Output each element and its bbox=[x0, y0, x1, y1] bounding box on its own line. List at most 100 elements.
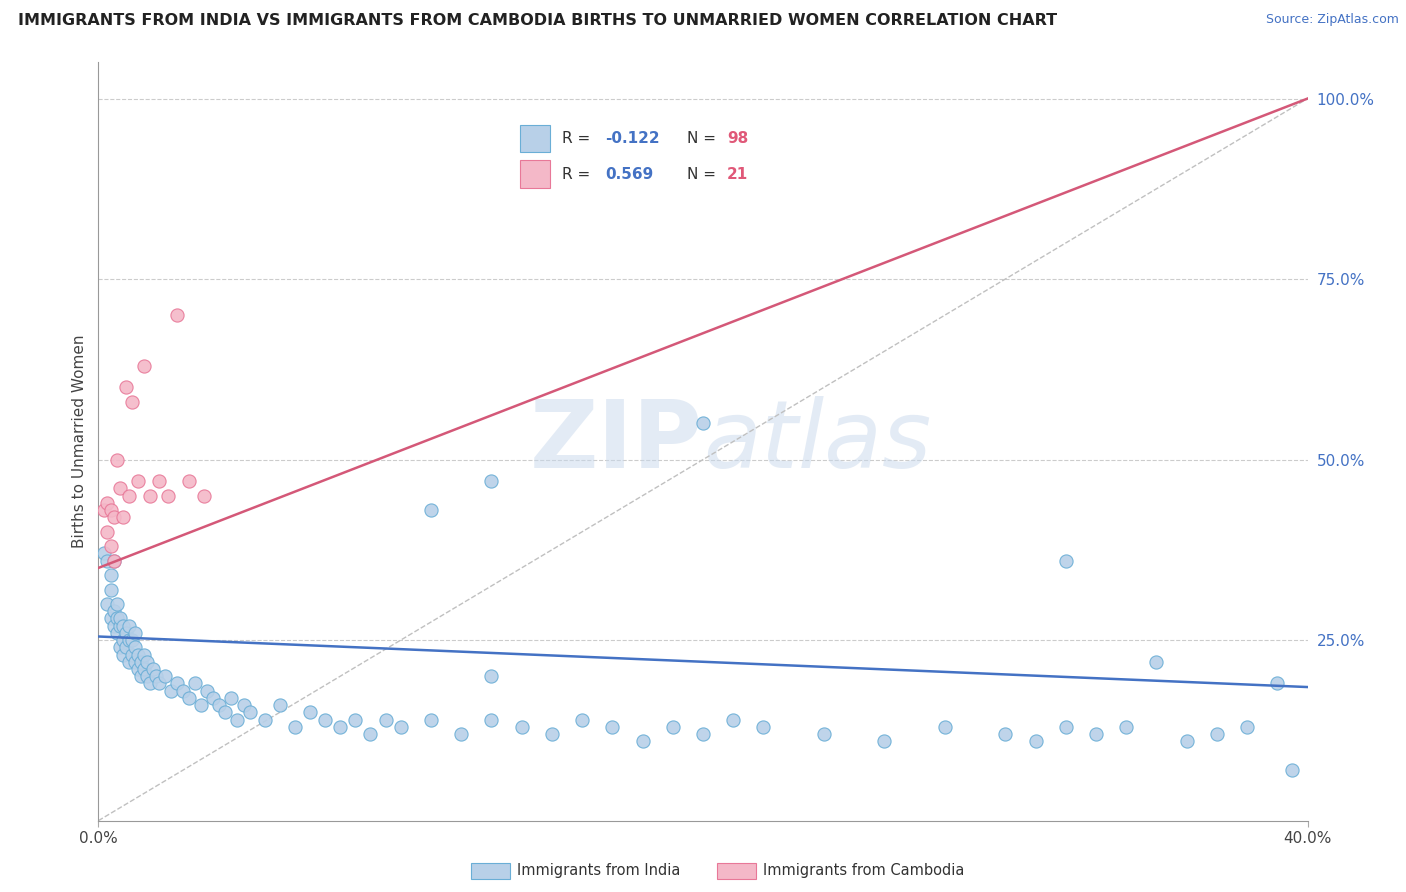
Point bbox=[108, 618, 131, 632]
Point bbox=[100, 611, 122, 625]
Point bbox=[111, 618, 134, 632]
Point bbox=[127, 648, 149, 662]
FancyBboxPatch shape bbox=[520, 125, 550, 153]
Point bbox=[873, 734, 896, 748]
Point bbox=[195, 683, 218, 698]
Point bbox=[1281, 763, 1303, 777]
Point bbox=[129, 655, 152, 669]
Point bbox=[1054, 554, 1077, 568]
Point bbox=[481, 713, 503, 727]
Text: N =: N = bbox=[688, 131, 721, 146]
Point bbox=[172, 683, 194, 698]
Point bbox=[121, 633, 143, 648]
Text: Source: ZipAtlas.com: Source: ZipAtlas.com bbox=[1265, 13, 1399, 27]
Point bbox=[121, 394, 143, 409]
Point bbox=[118, 633, 141, 648]
Point bbox=[132, 359, 155, 373]
Point bbox=[124, 655, 146, 669]
Point bbox=[139, 676, 162, 690]
Point bbox=[994, 727, 1017, 741]
Point bbox=[135, 655, 157, 669]
Point bbox=[1206, 727, 1229, 741]
Point bbox=[360, 727, 382, 741]
Point bbox=[214, 706, 236, 720]
Point bbox=[1085, 727, 1108, 741]
Point bbox=[103, 604, 125, 618]
Point bbox=[93, 546, 115, 560]
Point bbox=[1175, 734, 1198, 748]
Point bbox=[100, 539, 122, 553]
Point bbox=[232, 698, 254, 712]
Point bbox=[108, 640, 131, 655]
Point bbox=[631, 734, 654, 748]
Point bbox=[114, 640, 136, 655]
Point bbox=[420, 713, 443, 727]
Point bbox=[132, 662, 155, 676]
Point bbox=[118, 489, 141, 503]
Point bbox=[118, 618, 141, 632]
FancyBboxPatch shape bbox=[520, 161, 550, 188]
Point bbox=[510, 720, 533, 734]
Point bbox=[139, 489, 162, 503]
Point bbox=[145, 669, 167, 683]
Text: IMMIGRANTS FROM INDIA VS IMMIGRANTS FROM CAMBODIA BIRTHS TO UNMARRIED WOMEN CORR: IMMIGRANTS FROM INDIA VS IMMIGRANTS FROM… bbox=[18, 13, 1057, 29]
Point bbox=[108, 482, 131, 496]
Point bbox=[661, 720, 683, 734]
Point bbox=[129, 669, 152, 683]
Text: Immigrants from Cambodia: Immigrants from Cambodia bbox=[763, 863, 965, 878]
Point bbox=[284, 720, 307, 734]
Y-axis label: Births to Unmarried Women: Births to Unmarried Women bbox=[72, 334, 87, 549]
Text: ZIP: ZIP bbox=[530, 395, 703, 488]
Point bbox=[389, 720, 412, 734]
Point bbox=[105, 626, 128, 640]
Text: R =: R = bbox=[562, 167, 596, 182]
Point bbox=[813, 727, 835, 741]
Point bbox=[329, 720, 352, 734]
Text: -0.122: -0.122 bbox=[605, 131, 659, 146]
Point bbox=[96, 524, 118, 539]
Point bbox=[121, 648, 143, 662]
Point bbox=[114, 380, 136, 394]
Point bbox=[1236, 720, 1258, 734]
Point bbox=[103, 510, 125, 524]
Point bbox=[253, 713, 276, 727]
Point bbox=[111, 510, 134, 524]
Point bbox=[100, 503, 122, 517]
Point bbox=[114, 626, 136, 640]
Point bbox=[184, 676, 207, 690]
Point bbox=[105, 452, 128, 467]
Point bbox=[1054, 720, 1077, 734]
Text: atlas: atlas bbox=[703, 396, 931, 487]
Point bbox=[226, 713, 249, 727]
Point bbox=[1115, 720, 1137, 734]
Point bbox=[420, 503, 443, 517]
Point bbox=[166, 676, 188, 690]
Point bbox=[450, 727, 472, 741]
Point bbox=[269, 698, 291, 712]
Point bbox=[481, 475, 503, 489]
Point bbox=[602, 720, 624, 734]
Point bbox=[208, 698, 231, 712]
Point bbox=[148, 475, 170, 489]
Point bbox=[96, 496, 118, 510]
Point bbox=[108, 611, 131, 625]
Point bbox=[179, 690, 201, 705]
Text: R =: R = bbox=[562, 131, 596, 146]
Text: 98: 98 bbox=[727, 131, 748, 146]
Point bbox=[202, 690, 225, 705]
Point bbox=[111, 633, 134, 648]
Point bbox=[934, 720, 956, 734]
Point bbox=[166, 308, 188, 322]
Point bbox=[124, 640, 146, 655]
Point bbox=[96, 597, 118, 611]
Point bbox=[124, 626, 146, 640]
Point bbox=[692, 727, 714, 741]
Point bbox=[752, 720, 775, 734]
Point bbox=[1024, 734, 1046, 748]
Point bbox=[105, 597, 128, 611]
Point bbox=[142, 662, 165, 676]
Point bbox=[103, 554, 125, 568]
Point bbox=[103, 618, 125, 632]
Point bbox=[160, 683, 183, 698]
Point bbox=[190, 698, 212, 712]
